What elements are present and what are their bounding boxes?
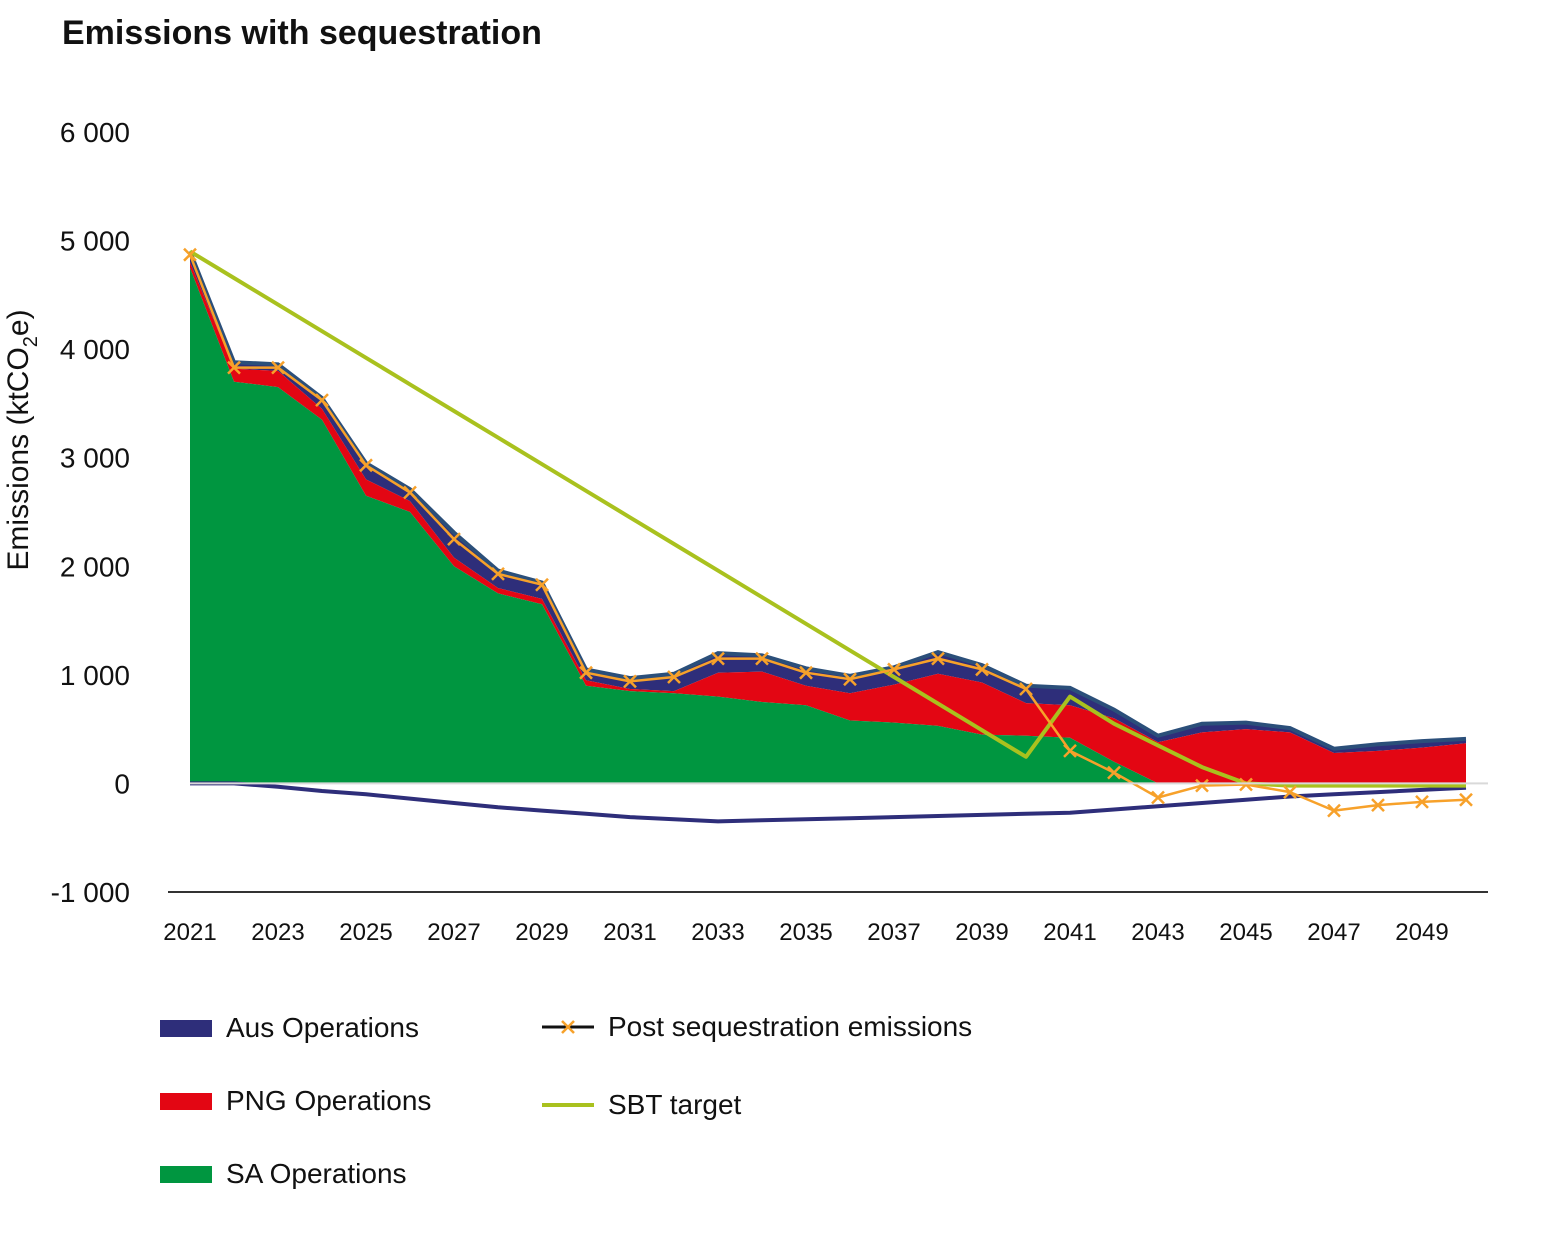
legend-label-png: PNG Operations bbox=[226, 1085, 432, 1116]
stacked-areas bbox=[188, 250, 1467, 784]
y-tick-label: 0 bbox=[114, 768, 130, 799]
post-sequestration-marker bbox=[887, 662, 901, 677]
y-tick-label: 3 000 bbox=[60, 443, 130, 474]
post-sequestration-marker bbox=[447, 532, 461, 547]
post-sequestration-marker bbox=[579, 665, 593, 680]
legend-item-sa: SA Operations bbox=[160, 1158, 407, 1190]
post-sequestration-marker bbox=[1151, 790, 1165, 805]
x-tick-label: 2035 bbox=[779, 919, 832, 946]
legend-item-png: PNG Operations bbox=[160, 1085, 431, 1117]
y-axis-label-end: e) bbox=[2, 309, 35, 336]
x-tick-label: 2021 bbox=[163, 919, 216, 946]
legend-swatch-png bbox=[160, 1092, 212, 1110]
y-tick-label: 6 000 bbox=[60, 117, 130, 148]
post-sequestration-marker bbox=[403, 485, 417, 500]
x-tick-label: 2039 bbox=[955, 919, 1008, 946]
legend-item-aus: Aus Operations bbox=[160, 1012, 419, 1044]
x-tick-label: 2037 bbox=[867, 919, 920, 946]
x-tick-label: 2023 bbox=[251, 919, 304, 946]
legend-label-aus: Aus Operations bbox=[226, 1012, 419, 1043]
x-tick-label: 2049 bbox=[1395, 919, 1448, 946]
post-sequestration-marker bbox=[711, 651, 725, 666]
legend-swatch-sa bbox=[160, 1165, 212, 1183]
axes: 6 000 5 000 4 000 3 000 2 000 1 000 0 -1 000 202… bbox=[51, 117, 1488, 946]
chart-title: Emissions with sequestration bbox=[62, 14, 542, 52]
post-sequestration-marker bbox=[491, 567, 505, 581]
legend-swatch-aus bbox=[160, 1019, 212, 1037]
y-tick-label: 2 000 bbox=[60, 551, 130, 582]
y-axis-label: Emissions (ktCO2e) bbox=[2, 309, 42, 570]
post-sequestration-marker bbox=[1415, 795, 1429, 809]
x-tick-label: 2033 bbox=[691, 919, 744, 946]
post-sequestration-marker bbox=[359, 458, 373, 473]
legend-label-post: Post sequestration emissions bbox=[608, 1011, 973, 1042]
post-sequestration-marker bbox=[843, 672, 857, 687]
post-sequestration-marker bbox=[535, 577, 549, 592]
area-sa-operations bbox=[190, 267, 1466, 784]
post-sequestration-marker bbox=[1459, 792, 1473, 807]
post-sequestration-marker bbox=[1283, 785, 1297, 799]
y-tick-label: 4 000 bbox=[60, 334, 130, 365]
legend-swatch-post bbox=[542, 1020, 594, 1034]
legend-label-sbt: SBT target bbox=[608, 1089, 742, 1120]
line-sequestration bbox=[190, 781, 1467, 824]
x-tick-label: 2041 bbox=[1043, 919, 1096, 946]
line-post-sequestration bbox=[188, 254, 1467, 812]
y-tick-label: 5 000 bbox=[60, 226, 130, 257]
post-sequestration-marker bbox=[1063, 743, 1077, 758]
legend-label-sa: SA Operations bbox=[226, 1158, 407, 1189]
post-sequestration-marker bbox=[1239, 777, 1253, 792]
legend-swatch-sbt bbox=[542, 1103, 594, 1107]
svg-text:Emissions (ktCO2e): Emissions (ktCO2e) bbox=[2, 309, 42, 570]
x-tick-label: 2027 bbox=[427, 919, 480, 946]
post-sequestration-marker bbox=[799, 665, 813, 680]
area-top-outline bbox=[188, 250, 1467, 751]
legend-item-post: Post sequestration emissions bbox=[540, 1011, 972, 1043]
y-axis-label-sub: 2 bbox=[20, 336, 42, 347]
x-tick-label: 2043 bbox=[1131, 919, 1184, 946]
post-sequestration-marker bbox=[975, 662, 989, 677]
x-tick-label: 2031 bbox=[603, 919, 656, 946]
y-tick-label: 1 000 bbox=[60, 660, 130, 691]
x-tick-label: 2045 bbox=[1219, 919, 1272, 946]
legend-item-sbt: SBT target bbox=[540, 1089, 741, 1121]
post-sequestration-marker bbox=[931, 651, 945, 666]
y-axis-label-main: Emissions (ktCO bbox=[2, 347, 35, 570]
post-sequestration-marker bbox=[1371, 798, 1385, 813]
post-sequestration-marker bbox=[1195, 778, 1209, 793]
post-sequestration-marker bbox=[1327, 803, 1341, 818]
post-sequestration-marker bbox=[183, 247, 197, 262]
post-sequestration-marker bbox=[667, 670, 681, 684]
x-tick-label: 2047 bbox=[1307, 919, 1360, 946]
post-sequestration-marker bbox=[1107, 765, 1121, 780]
post-sequestration-marker bbox=[1019, 682, 1033, 696]
post-sequestration-marker bbox=[315, 393, 329, 408]
post-sequestration-marker bbox=[755, 651, 769, 666]
x-tick-label: 2025 bbox=[339, 919, 392, 946]
post-sequestration-marker bbox=[227, 360, 241, 375]
y-tick-label: -1 000 bbox=[51, 877, 130, 908]
post-sequestration-marker bbox=[623, 674, 637, 689]
x-tick-label: 2029 bbox=[515, 919, 568, 946]
post-sequestration-marker bbox=[271, 360, 285, 375]
